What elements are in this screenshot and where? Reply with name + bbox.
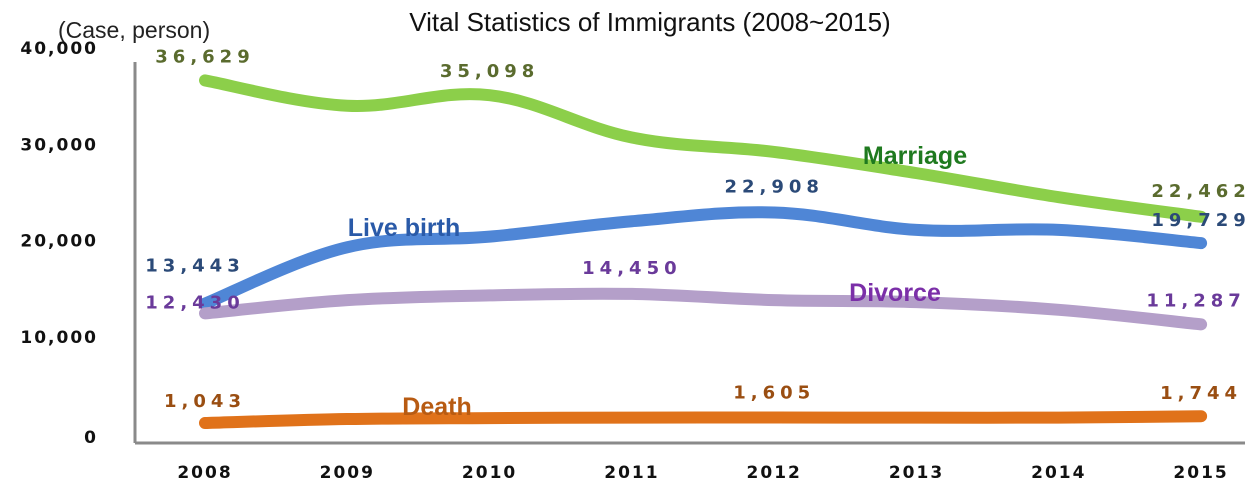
x-axis-ticks: 2008 2009 2010 2011 2012 2013 2014 2015 xyxy=(177,463,1228,483)
series-name-divorce: Divorce xyxy=(849,279,941,307)
data-label-divorce: 14,450 xyxy=(582,258,681,279)
data-label-marriage: 36,629 xyxy=(155,46,254,67)
data-label-divorce: 12,430 xyxy=(145,292,244,313)
y-tick-label: 40,000 xyxy=(20,39,98,59)
series-name-marriage: Marriage xyxy=(863,142,967,170)
chart-title: Vital Statistics of Immigrants (2008~201… xyxy=(409,7,890,37)
data-labels: 36,629 35,098 22,462 13,443 22,908 19,729 12,4… xyxy=(145,46,1250,412)
x-tick-label: 2015 xyxy=(1173,463,1228,483)
series-line-death xyxy=(199,410,1208,429)
axes xyxy=(133,62,1245,445)
data-label-live-birth: 22,908 xyxy=(724,177,823,198)
x-tick-label: 2011 xyxy=(604,463,659,483)
x-tick-label: 2014 xyxy=(1031,463,1086,483)
series-name-live-birth: Live birth xyxy=(348,214,461,242)
data-label-death: 1,043 xyxy=(164,391,246,412)
series-line-divorce xyxy=(199,287,1208,331)
x-tick-label: 2009 xyxy=(320,463,375,483)
y-tick-label: 0 xyxy=(84,428,98,448)
series-line-live-birth xyxy=(199,206,1208,310)
data-label-live-birth: 19,729 xyxy=(1151,210,1250,231)
data-label-live-birth: 13,443 xyxy=(145,256,244,277)
series-name-death: Death xyxy=(402,393,471,421)
series-names: Marriage Live birth Divorce Death xyxy=(348,142,967,421)
y-tick-label: 20,000 xyxy=(20,232,98,252)
series-line-marriage xyxy=(199,74,1208,223)
data-label-death: 1,605 xyxy=(733,383,815,404)
x-tick-label: 2013 xyxy=(889,463,944,483)
data-label-divorce: 11,287 xyxy=(1146,290,1245,311)
x-tick-label: 2012 xyxy=(747,463,802,483)
data-label-marriage: 35,098 xyxy=(440,61,539,82)
y-tick-label: 30,000 xyxy=(20,135,98,155)
unit-label: (Case, person) xyxy=(58,17,210,43)
y-tick-label: 10,000 xyxy=(20,328,98,348)
data-label-death: 1,744 xyxy=(1160,383,1242,404)
data-label-marriage: 22,462 xyxy=(1151,181,1250,202)
x-tick-label: 2008 xyxy=(177,463,232,483)
y-axis-ticks: 0 10,000 20,000 30,000 40,000 xyxy=(20,39,98,448)
series-lines xyxy=(199,74,1208,429)
x-tick-label: 2010 xyxy=(462,463,517,483)
